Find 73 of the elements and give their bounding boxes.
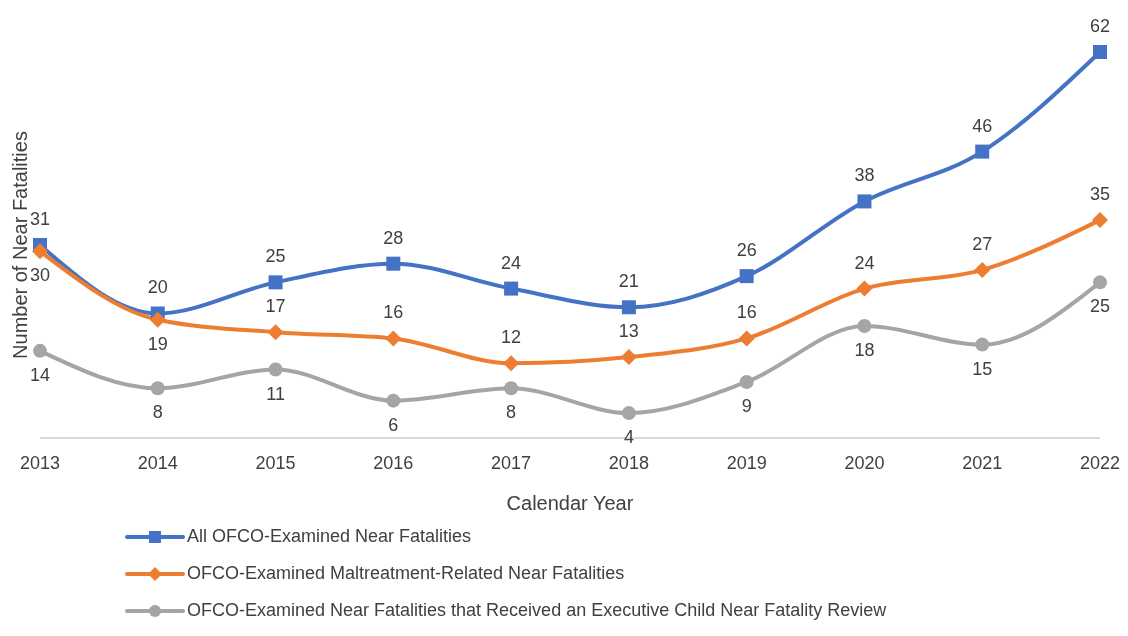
- data-label: 31: [29, 209, 51, 229]
- point: [504, 281, 519, 296]
- point: [738, 330, 755, 347]
- x-tick-label: 2021: [962, 452, 1003, 473]
- legend-label: All OFCO-Examined Near Fatalities: [187, 526, 472, 547]
- point: [974, 261, 991, 278]
- data-label: 27: [972, 233, 993, 254]
- data-label: 25: [265, 246, 286, 267]
- point: [975, 337, 990, 352]
- point: [621, 406, 636, 421]
- data-label: 24: [854, 252, 875, 273]
- point: [504, 381, 519, 396]
- point: [268, 275, 283, 290]
- data-label: 11: [266, 383, 285, 404]
- data-label: 21: [618, 271, 639, 292]
- data-label: 12: [501, 327, 522, 348]
- data-label: 4: [623, 427, 634, 448]
- point: [739, 374, 754, 389]
- data-label: 15: [972, 358, 993, 379]
- point: [856, 280, 873, 297]
- x-tick-label: 2017: [491, 452, 532, 473]
- point: [620, 349, 637, 366]
- point: [1093, 45, 1107, 59]
- x-axis-title: Calendar Year: [506, 492, 634, 514]
- x-tick-label: 2018: [608, 452, 649, 473]
- data-label: 25: [1089, 296, 1111, 317]
- legend-label: OFCO-Examined Maltreatment-Related Near Fatalities: [187, 563, 625, 584]
- data-label: 62: [1089, 16, 1111, 36]
- x-tick-label: 2014: [137, 452, 178, 473]
- data-label: 6: [388, 414, 399, 435]
- data-label: 38: [854, 165, 875, 186]
- point: [386, 393, 401, 408]
- data-label: 28: [383, 227, 404, 248]
- data-label: 20: [147, 277, 168, 298]
- point: [386, 256, 401, 271]
- point: [739, 269, 754, 284]
- x-tick-label: 2020: [844, 452, 885, 473]
- data-label: 24: [501, 252, 522, 273]
- data-label: 35: [1089, 184, 1111, 205]
- data-label: 9: [741, 395, 752, 416]
- legend-label: OFCO-Examined Near Fatalities that Received an Executive Child Near Fatality Review: [187, 600, 887, 621]
- point: [857, 318, 872, 333]
- x-tick-label: 2013: [19, 452, 61, 473]
- data-label: 16: [736, 302, 757, 323]
- data-label: 19: [147, 333, 168, 354]
- point: [33, 343, 47, 358]
- point: [503, 355, 520, 372]
- point: [1092, 212, 1108, 229]
- x-tick-label: 2022: [1079, 452, 1121, 473]
- point: [150, 381, 165, 396]
- point: [268, 362, 283, 377]
- point: [385, 330, 402, 347]
- point: [267, 324, 284, 341]
- data-label: 30: [29, 265, 51, 286]
- point: [975, 144, 990, 159]
- data-label: 8: [152, 402, 163, 423]
- point: [857, 194, 872, 209]
- data-label: 26: [736, 240, 757, 261]
- y-axis-title: Number of Near Fatalities: [9, 131, 32, 359]
- x-tick-label: 2015: [255, 452, 296, 473]
- x-tick-label: 2019: [726, 452, 767, 473]
- x-tick-label: 2016: [373, 452, 414, 473]
- point: [1093, 275, 1107, 290]
- data-label: 16: [383, 302, 404, 323]
- point: [32, 243, 48, 260]
- data-label: 14: [29, 364, 51, 385]
- point: [621, 300, 636, 315]
- data-label: 17: [265, 296, 286, 317]
- point: [149, 311, 166, 328]
- data-label: 46: [972, 115, 993, 136]
- data-label: 13: [618, 321, 639, 342]
- data-label: 18: [854, 339, 875, 360]
- data-label: 8: [506, 402, 517, 423]
